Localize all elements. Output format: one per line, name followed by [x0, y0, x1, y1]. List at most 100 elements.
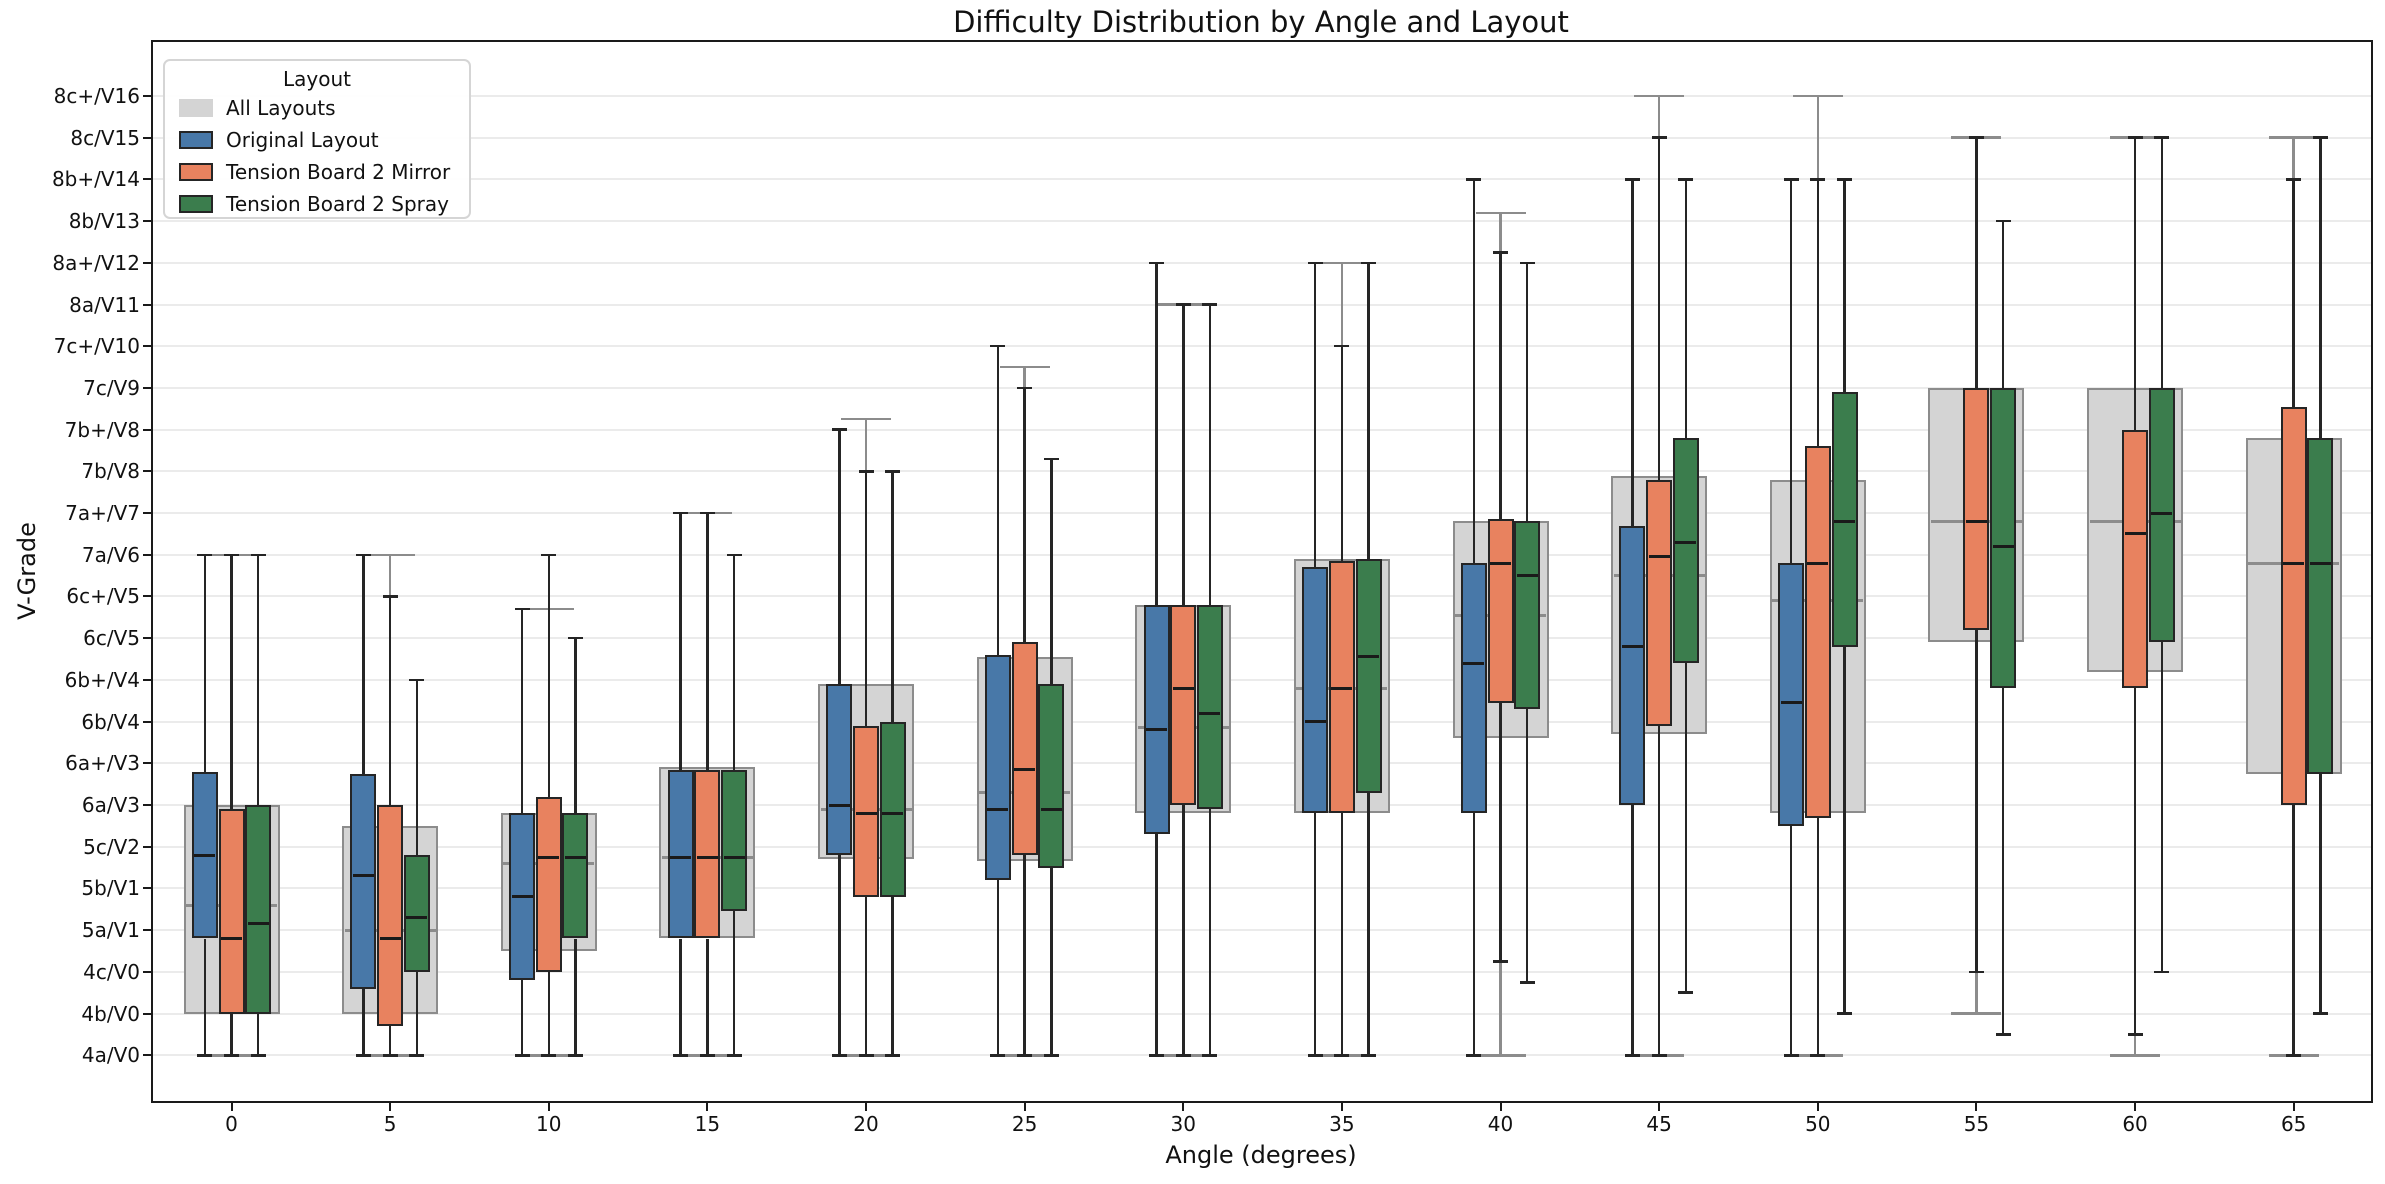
- y-gridline: [152, 845, 2371, 848]
- whisker-cap-top: [1783, 178, 1799, 181]
- whisker-cap-bottom: [382, 1054, 398, 1057]
- whisker-upper: [574, 638, 577, 814]
- whisker-lower: [1843, 646, 1846, 1014]
- x-tick-mark: [1023, 1103, 1026, 1111]
- x-tick-label: 45: [1646, 1112, 1672, 1136]
- legend-item-label: All Layouts: [226, 96, 336, 120]
- legend-item-label: Tension Board 2 Mirror: [226, 160, 451, 184]
- whisker-cap-top: [2127, 136, 2143, 139]
- whisker-upper: [1684, 179, 1688, 438]
- whisker-cap-top: [1624, 178, 1640, 181]
- y-tick-mark: [142, 428, 151, 431]
- median-line: [511, 895, 533, 899]
- whisker-cap-bottom: [409, 1054, 425, 1057]
- whisker-lower: [1313, 813, 1317, 1056]
- legend-title: Layout: [283, 67, 351, 91]
- whisker-cap-top: [1837, 178, 1852, 181]
- x-tick-label: 20: [853, 1112, 879, 1136]
- y-tick-label: 6a+/V3: [65, 751, 140, 776]
- y-tick-label: 5b/V1: [81, 876, 140, 901]
- y-gridline: [152, 136, 2371, 139]
- whisker-lower: [1684, 663, 1688, 993]
- x-tick-label: 0: [225, 1112, 238, 1136]
- y-tick-mark: [142, 261, 151, 264]
- y-tick-label: 6c+/V5: [66, 584, 140, 609]
- median-line: [564, 855, 586, 859]
- y-tick-mark: [142, 1054, 151, 1057]
- whisker-lower: [1208, 809, 1212, 1056]
- median-line: [379, 937, 401, 940]
- x-tick-label: 10: [536, 1112, 562, 1136]
- whisker-upper: [2292, 179, 2295, 407]
- whisker-cap-bottom: [1334, 1054, 1350, 1057]
- whisker-cap-bottom: [1810, 1054, 1826, 1057]
- whisker-cap-top: [1149, 261, 1165, 265]
- y-tick-label: 6a/V3: [81, 793, 140, 818]
- whisker-cap-bottom: [1475, 1054, 1526, 1057]
- whisker-upper: [1313, 262, 1317, 568]
- y-tick-mark: [142, 136, 151, 139]
- y-tick-mark: [142, 345, 151, 348]
- y-tick-mark: [142, 553, 151, 556]
- median-line: [882, 811, 904, 815]
- whisker-cap-top: [1202, 303, 1218, 306]
- whisker-cap-top: [2286, 178, 2302, 181]
- y-tick-mark: [142, 470, 151, 473]
- whisker-upper: [1657, 137, 1661, 480]
- whisker-cap-bottom: [1519, 981, 1535, 984]
- y-tick-mark: [142, 845, 151, 848]
- whisker-lower: [891, 896, 894, 1056]
- y-tick-mark: [142, 929, 151, 932]
- whisker-cap-bottom: [1995, 1033, 2011, 1036]
- x-tick-label: 15: [694, 1112, 721, 1136]
- whisker-cap-top: [1493, 251, 1509, 254]
- box: [2307, 438, 2334, 774]
- whisker-lower: [1631, 805, 1634, 1056]
- whisker-upper: [362, 554, 365, 774]
- box: [350, 773, 377, 989]
- whisker-cap-top: [197, 553, 213, 557]
- x-tick-label: 50: [1805, 1112, 1831, 1136]
- whisker-cap-bottom: [1017, 1054, 1033, 1057]
- whisker-cap-top: [1307, 261, 1323, 265]
- whisker-cap-bottom: [1493, 960, 1509, 963]
- whisker-cap-top: [841, 417, 892, 421]
- box: [1170, 604, 1197, 806]
- whisker-upper: [1816, 179, 1820, 447]
- whisker-cap-top: [1634, 94, 1685, 98]
- all-layouts-swatch-icon: [179, 99, 213, 117]
- whisker-lower: [388, 1026, 392, 1056]
- box: [1514, 521, 1541, 710]
- whisker-upper: [1023, 387, 1026, 643]
- whisker-upper: [415, 679, 419, 856]
- box: [1011, 642, 1038, 856]
- median-line: [1965, 519, 1987, 523]
- whisker-cap-top: [1017, 386, 1033, 390]
- y-tick-label: 6c/V5: [83, 626, 140, 651]
- median-line: [1621, 645, 1643, 649]
- whisker-cap-top: [1968, 136, 1984, 139]
- whisker-upper: [891, 471, 894, 722]
- whisker-cap-top: [382, 595, 398, 598]
- whisker-lower: [520, 980, 524, 1056]
- chart-title: Difficulty Distribution by Angle and Lay…: [953, 5, 1569, 39]
- box: [1355, 558, 1382, 793]
- whisker-upper: [864, 471, 868, 726]
- whisker-lower: [864, 896, 868, 1056]
- whisker-cap-bottom: [1678, 991, 1694, 994]
- y-tick-label: 4a/V0: [81, 1043, 140, 1068]
- whisker-upper: [1208, 304, 1212, 605]
- whisker-lower: [2001, 688, 2005, 1035]
- whisker-lower: [1499, 702, 1502, 962]
- whisker-cap-bottom: [858, 1054, 874, 1057]
- y-tick-mark: [142, 678, 151, 681]
- box: [403, 855, 430, 972]
- whisker-cap-bottom: [2154, 970, 2170, 974]
- whisker-cap-bottom: [699, 1054, 715, 1057]
- whisker-cap-bottom: [2312, 1012, 2328, 1015]
- whisker-upper: [1472, 179, 1476, 564]
- y-gridline: [152, 345, 2371, 348]
- whisker-cap-bottom: [197, 1054, 213, 1057]
- median-line: [828, 803, 850, 807]
